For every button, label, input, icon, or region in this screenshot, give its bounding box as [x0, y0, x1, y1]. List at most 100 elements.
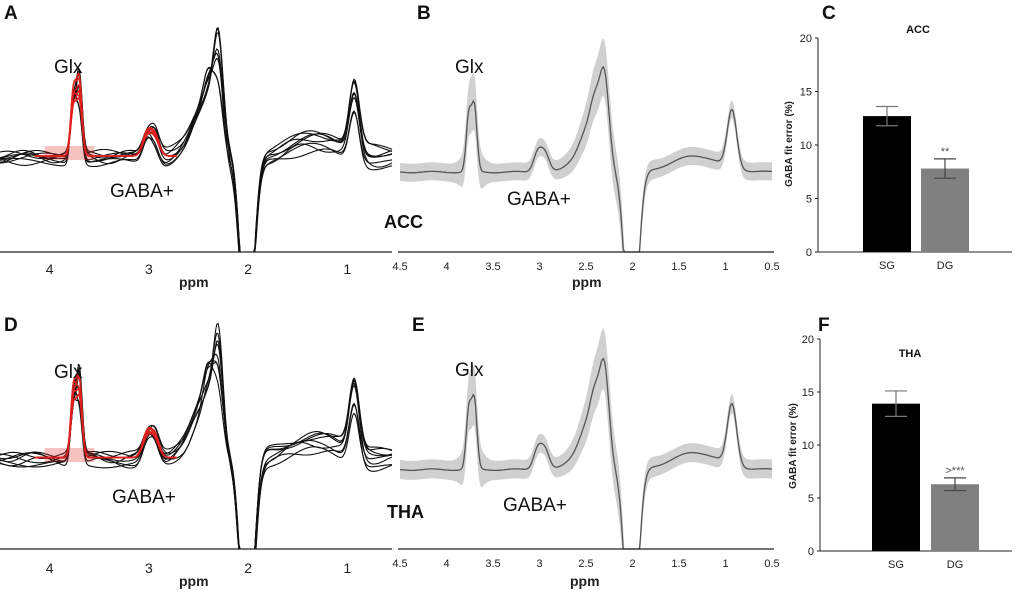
panel-letter-b: B — [417, 3, 431, 24]
panel-b-gaba-label: GABA+ — [507, 189, 571, 210]
panel-e-gaba-label: GABA+ — [503, 495, 567, 516]
panel-b-tick-0-5: 0.5 — [764, 261, 779, 273]
panel-f-ytick-15: 15 — [802, 387, 814, 399]
panel-e-tick-1-5: 1.5 — [671, 558, 686, 570]
spectrum-line — [0, 67, 393, 253]
sd-band — [400, 38, 772, 253]
panel-e-glx-label: Glx — [455, 360, 484, 381]
panel-f-title: THA — [899, 348, 922, 360]
panel-a-ticks: 4 3 2 1 — [46, 261, 352, 277]
panel-a-glx-label: Glx — [54, 57, 83, 78]
panel-f-y-title: GABA fit error (%) — [788, 403, 799, 489]
panel-c-title: ACC — [906, 24, 930, 36]
mean-spectrum-line — [399, 66, 773, 253]
panel-letter-a: A — [4, 3, 18, 24]
panel-d-x-title: ppm — [179, 573, 209, 589]
spectrum-line — [0, 361, 393, 550]
panel-e-tick-4: 4 — [443, 558, 449, 570]
panel-letter-f: F — [818, 315, 830, 336]
panel-a-spectra: A Glx GABA+ 4 3 2 1 ppm — [0, 3, 393, 290]
panel-a-tick-1: 1 — [343, 261, 351, 277]
panel-e-tick-3-5: 3.5 — [485, 558, 500, 570]
spectrum-line — [0, 28, 393, 253]
panel-d-glx-label: Glx — [54, 362, 83, 383]
panel-letter-e: E — [412, 315, 425, 336]
panel-c-significance: ** — [941, 146, 950, 158]
panel-letter-d: D — [4, 315, 18, 336]
panel-c-bar-chart: C ACC GABA fit error (%) 0 5 10 15 20 SG… — [784, 3, 1012, 272]
panel-e-tick-0-5: 0.5 — [764, 558, 779, 570]
panel-e-curves — [399, 328, 773, 550]
fit-overlay — [34, 373, 177, 462]
panel-d-ticks: 4 3 2 1 — [46, 560, 352, 576]
panel-f-bar-chart: F THA GABA fit error (%) 0 5 10 15 20 SG… — [788, 315, 1012, 571]
sd-band — [400, 328, 772, 549]
fit-overlay — [34, 72, 177, 160]
spectrum-line — [0, 26, 393, 253]
fit-line — [34, 375, 177, 459]
panel-f-significance: >*** — [945, 465, 965, 477]
panel-c-ytick-20: 20 — [800, 33, 812, 45]
panel-b-tick-1-5: 1.5 — [671, 261, 686, 273]
panel-e-tick-2-5: 2.5 — [578, 558, 593, 570]
panel-f-ytick-20: 20 — [802, 334, 814, 346]
panel-e-spectra: E Glx GABA+ THA 4.5 4 3.5 3 2.5 2 1.5 1 … — [387, 315, 780, 589]
panel-a-tick-3: 3 — [145, 261, 153, 277]
panel-e-tick-1: 1 — [722, 558, 728, 570]
panel-b-tick-2-5: 2.5 — [578, 261, 593, 273]
spectrum-line — [0, 340, 393, 550]
panel-b-tick-3-5: 3.5 — [485, 261, 500, 273]
fit-line — [34, 373, 177, 459]
fit-line — [34, 388, 177, 459]
panel-c-y-ticks: 0 5 10 15 20 — [800, 33, 812, 259]
panel-letter-c: C — [822, 3, 836, 24]
panel-a-gaba-label: GABA+ — [110, 181, 174, 202]
panel-a-tick-4: 4 — [46, 261, 54, 277]
panel-e-ticks: 4.5 4 3.5 3 2.5 2 1.5 1 0.5 — [392, 558, 779, 570]
panel-d-tick-1: 1 — [343, 560, 351, 576]
fit-band — [44, 448, 95, 462]
panel-f-ytick-10: 10 — [802, 440, 814, 452]
region-label-acc: ACC — [384, 212, 423, 232]
panel-b-tick-2: 2 — [629, 261, 635, 273]
fit-line — [34, 97, 177, 157]
panel-c-category-sg: SG — [879, 260, 895, 272]
panel-b-tick-3: 3 — [536, 261, 542, 273]
panel-c-ytick-10: 10 — [800, 140, 812, 152]
panel-d-gaba-label: GABA+ — [112, 487, 176, 508]
panel-d-tick-4: 4 — [46, 560, 54, 576]
panel-c-ytick-0: 0 — [806, 247, 812, 259]
fit-line — [34, 380, 177, 459]
bar-dg — [931, 484, 979, 551]
panel-d-spectra: D Glx GABA+ 4 3 2 1 ppm — [0, 315, 393, 589]
panel-b-spectra: B Glx GABA+ ACC 4.5 4 3.5 3 2.5 2 1.5 1 … — [384, 3, 780, 290]
region-label-tha: THA — [387, 502, 424, 522]
bar-sg — [872, 403, 920, 551]
bar-dg — [921, 168, 969, 252]
panel-b-x-title: ppm — [572, 274, 602, 290]
panel-b-ticks: 4.5 4 3.5 3 2.5 2 1.5 1 0.5 — [392, 261, 779, 273]
panel-f-y-ticks: 0 5 10 15 20 — [802, 334, 814, 558]
bar-sg — [863, 116, 911, 252]
panel-c-ytick-5: 5 — [806, 194, 812, 206]
panel-b-glx-label: Glx — [455, 57, 484, 78]
panel-c-ytick-15: 15 — [800, 87, 812, 99]
panel-b-tick-1: 1 — [722, 261, 728, 273]
panel-b-tick-4-5: 4.5 — [392, 261, 407, 273]
panel-d-tick-2: 2 — [244, 560, 252, 576]
panel-e-x-title: ppm — [570, 573, 600, 589]
panel-c-category-dg: DG — [937, 260, 954, 272]
panel-f-category-dg: DG — [947, 559, 964, 571]
panel-b-curves — [399, 38, 773, 253]
panel-c-y-title: GABA fit error (%) — [784, 101, 795, 187]
panel-e-tick-3: 3 — [536, 558, 542, 570]
panel-d-tick-3: 3 — [145, 560, 153, 576]
panel-e-tick-2: 2 — [629, 558, 635, 570]
spectrum-line — [0, 48, 393, 253]
mean-spectrum-line — [399, 357, 773, 550]
panel-d-curves — [0, 322, 393, 550]
panel-f-ytick-0: 0 — [808, 546, 814, 558]
panel-a-x-title: ppm — [179, 274, 209, 290]
panel-c-bars — [815, 37, 969, 253]
